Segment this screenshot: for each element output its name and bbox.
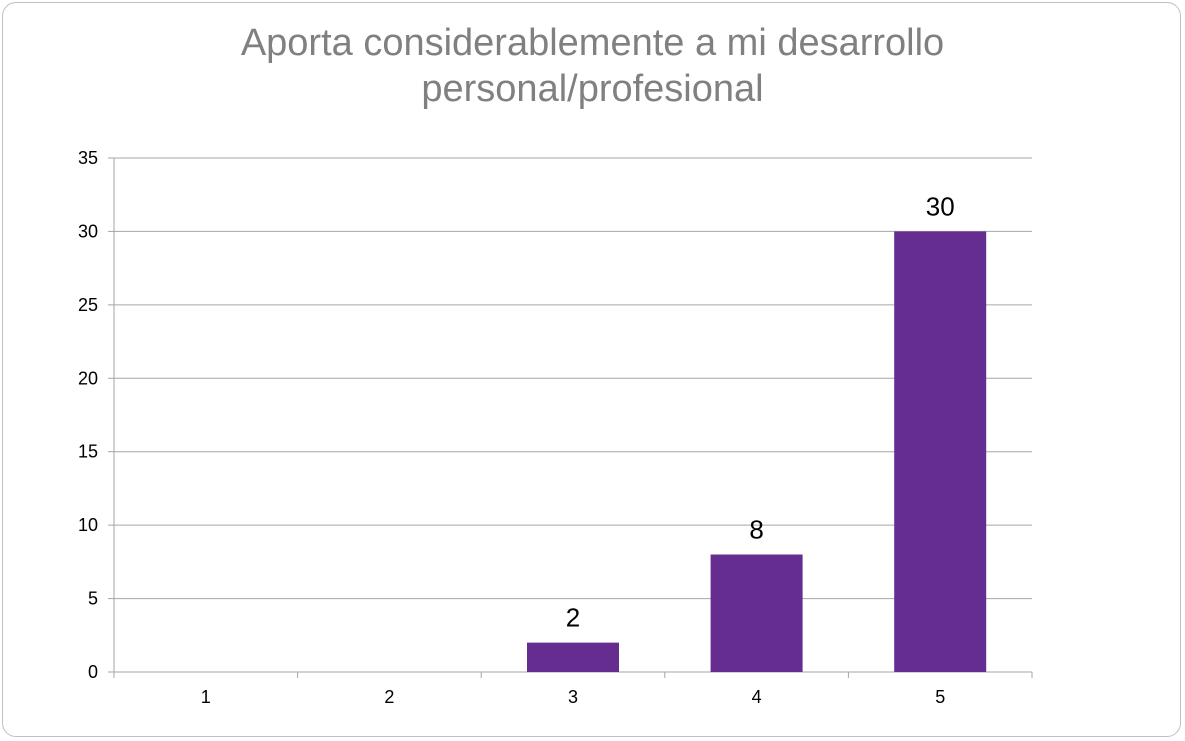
x-tick-label: 4 [752, 687, 762, 707]
labels: 0 5 10 15 20 25 30 35 1 2 3 2 4 8 5 30 [78, 148, 955, 707]
axes [108, 157, 1033, 678]
data-label: 8 [749, 515, 763, 545]
data-label: 2 [566, 603, 580, 633]
y-tick-label: 15 [78, 442, 98, 462]
chart-title: Aporta considerablemente a mi desarrollo… [0, 20, 1185, 112]
y-tick-label: 10 [78, 515, 98, 535]
y-tick-label: 25 [78, 295, 98, 315]
bar-5 [894, 231, 987, 672]
chart-title-line-2: personal/profesional [421, 68, 764, 110]
x-tick-label: 1 [201, 687, 211, 707]
x-tick-label: 5 [935, 687, 945, 707]
bar-3 [527, 642, 619, 672]
y-tick-label: 0 [88, 662, 98, 682]
y-tick-label: 5 [88, 589, 98, 609]
bar-4 [710, 554, 803, 672]
x-tick-label: 3 [568, 687, 578, 707]
y-tick-label: 30 [78, 221, 98, 241]
gridlines [114, 157, 1032, 600]
data-label: 30 [926, 191, 955, 221]
y-tick-label: 35 [78, 148, 98, 168]
bars [527, 231, 987, 672]
y-tick-label: 20 [78, 368, 98, 388]
x-tick-label: 2 [384, 687, 394, 707]
chart-title-line-1: Aporta considerablemente a mi desarrollo [240, 22, 945, 64]
